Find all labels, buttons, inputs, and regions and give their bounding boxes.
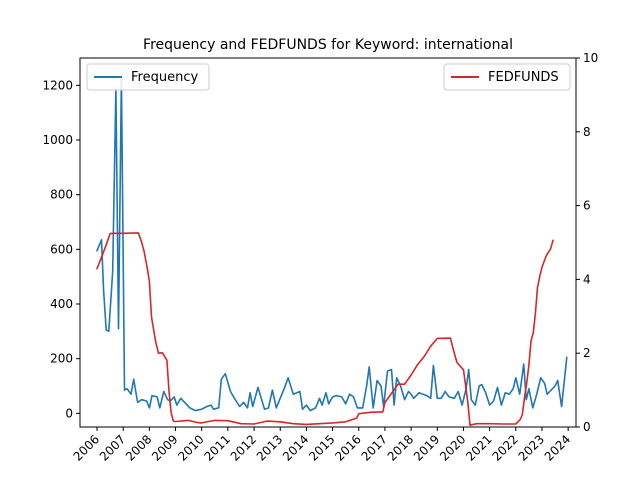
plot-frame [79, 57, 577, 428]
y-left-tick-label: 800 [50, 188, 73, 202]
y-left-tick-label: 1200 [42, 78, 73, 92]
series-line-frequency [96, 76, 568, 412]
y-right-axis: 0 2 4 6 8 10 [576, 51, 598, 434]
y-left-tick-label: 1000 [42, 133, 73, 147]
y-right-tick-label: 6 [583, 199, 591, 213]
y-left-tick-label: 0 [65, 406, 73, 420]
series-line-fedfunds [96, 232, 554, 426]
y-left-tick-label: 400 [50, 297, 73, 311]
y-right-tick-label: 0 [583, 420, 591, 434]
y-right-tick-label: 2 [583, 346, 591, 360]
y-right-tick-label: 8 [583, 125, 591, 139]
legend-frequency-box [86, 63, 210, 91]
legend-fedfunds-box [443, 63, 571, 91]
y-left-axis: 0 200 400 600 800 1000 1200 [42, 78, 80, 420]
y-right-tick-label: 10 [583, 51, 598, 65]
plot-area-border [79, 57, 577, 428]
y-left-tick-label: 600 [50, 242, 73, 256]
legend-fedfunds: FEDFUNDS [443, 63, 571, 91]
y-right-tick-label: 4 [583, 272, 591, 286]
legend-fedfunds-label: FEDFUNDS [488, 70, 559, 85]
plot-lines [96, 76, 568, 426]
legend-frequency: Frequency [86, 63, 210, 91]
chart-title: Frequency and FEDFUNDS for Keyword: inte… [143, 37, 513, 53]
legend-frequency-label: Frequency [131, 70, 198, 85]
y-left-tick-label: 200 [50, 352, 73, 366]
